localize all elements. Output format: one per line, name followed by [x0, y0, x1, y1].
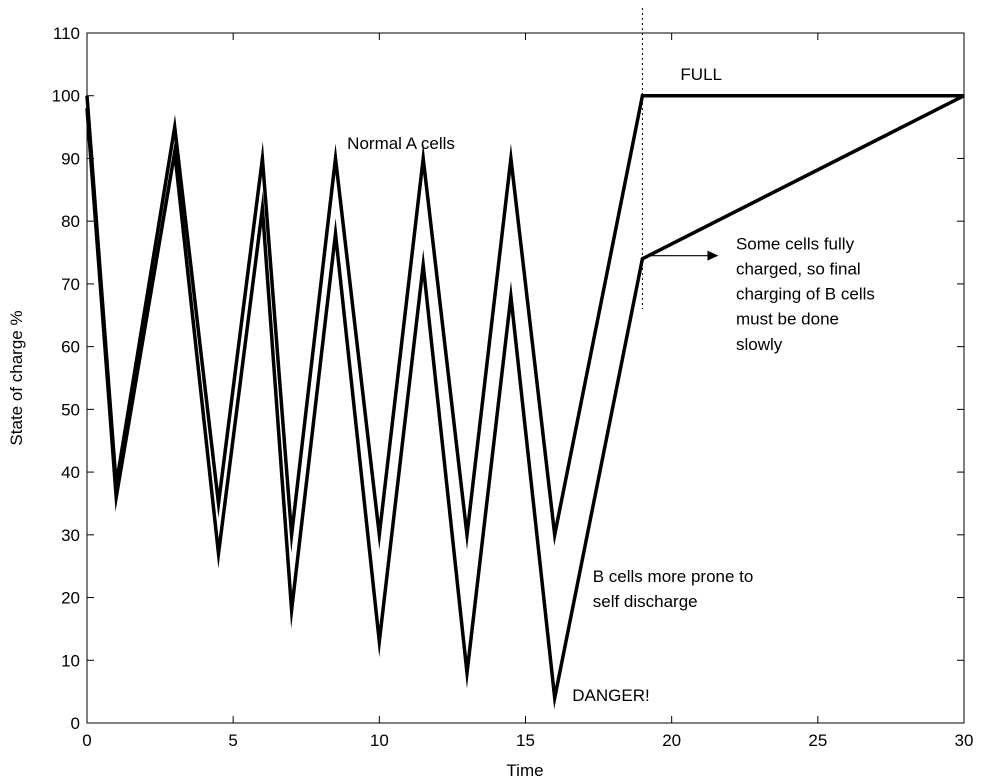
plot-area — [86, 32, 965, 724]
annotation-text: charged, so final — [736, 260, 861, 279]
x-tick-label: 0 — [82, 731, 91, 750]
x-tick-label: 5 — [228, 731, 237, 750]
y-tick-label: 0 — [71, 714, 80, 733]
x-tick-label: 20 — [662, 731, 681, 750]
annotation-arrow — [648, 250, 719, 261]
annotation-text: FULL — [680, 65, 722, 84]
x-axis-label: Time — [506, 761, 543, 780]
y-axis-label: State of charge % — [7, 310, 26, 445]
axis-ticks — [86, 32, 965, 724]
annotation-text: slowly — [736, 335, 783, 354]
series-line-b-cells — [85, 94, 965, 710]
y-tick-label: 10 — [61, 651, 80, 670]
annotation-text: B cells more prone to — [593, 567, 754, 586]
x-tick-label: 15 — [516, 731, 535, 750]
tick-labels: 0 5 10 15 20 25 30 0 10 20 30 40 50 60 70 80 90 100 110 — [52, 24, 974, 750]
y-tick-label: 20 — [61, 589, 80, 608]
annotation-text: Some cells fully — [736, 234, 855, 253]
x-tick-label: 25 — [808, 731, 827, 750]
annotation-text: Normal A cells — [347, 134, 455, 153]
x-tick-label: 30 — [955, 731, 974, 750]
y-tick-label: 50 — [61, 400, 80, 419]
annotation-text: charging of B cells — [736, 285, 875, 304]
series-line-a-cells — [85, 93, 964, 553]
y-tick-label: 40 — [61, 463, 80, 482]
annotation-text: must be done — [736, 310, 839, 329]
annotations: FULL Normal A cells Some cells fully charge… — [347, 65, 875, 705]
annotation-text: self discharge — [593, 592, 698, 611]
y-tick-label: 100 — [52, 87, 80, 106]
x-tick-label: 10 — [370, 731, 389, 750]
annotation-text: DANGER! — [572, 686, 649, 705]
y-tick-label: 60 — [61, 338, 80, 357]
y-tick-label: 80 — [61, 212, 80, 231]
arrow-head — [707, 250, 719, 261]
series-group — [85, 93, 965, 710]
y-tick-label: 30 — [61, 526, 80, 545]
y-tick-label: 90 — [61, 149, 80, 168]
y-tick-label: 110 — [53, 24, 80, 43]
y-tick-label: 70 — [61, 275, 80, 294]
